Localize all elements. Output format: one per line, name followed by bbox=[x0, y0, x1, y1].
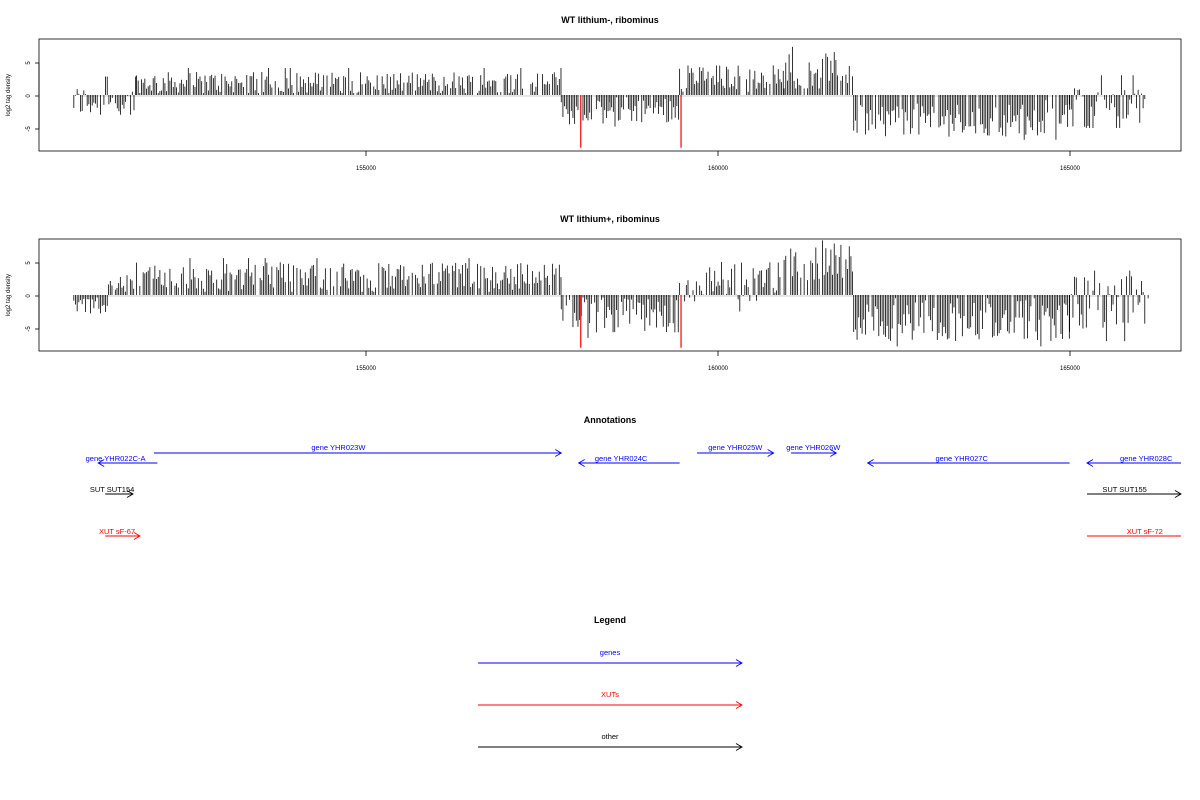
arrow-left-icon bbox=[1086, 459, 1094, 467]
legend-label-other: other bbox=[601, 732, 619, 741]
arrow-left-icon bbox=[577, 459, 585, 467]
x-tick-label: 155000 bbox=[356, 166, 377, 172]
arrow-left-icon bbox=[97, 459, 105, 467]
y-tick-label: 0 bbox=[26, 294, 32, 298]
track-panel-lithium-plus: WT lithium+, ribominus 5 0 -5 log2 tag d… bbox=[6, 214, 1182, 372]
annotation-label: gene YHR028C bbox=[1120, 454, 1173, 463]
arrow-right-icon bbox=[735, 743, 743, 751]
legend-label-xuts: XUTs bbox=[601, 690, 619, 699]
annotation-label: XUT sF-72 bbox=[1127, 527, 1163, 536]
legend-label-genes: genes bbox=[600, 648, 621, 657]
signal-bars bbox=[73, 46, 1146, 140]
annotation-items: gene YHR022C-A gene YHR023W gene YHR024C ge… bbox=[86, 443, 1182, 540]
annotation-label: gene YHR027C bbox=[935, 454, 988, 463]
y-tick-label: 5 bbox=[26, 61, 32, 65]
x-tick-label: 160000 bbox=[708, 166, 729, 172]
arrow-right-icon bbox=[555, 449, 563, 457]
arrow-right-icon bbox=[735, 701, 743, 709]
annotation-label: gene YHR025W bbox=[708, 443, 763, 452]
arrow-right-icon bbox=[830, 449, 838, 457]
track-title: WT lithium-, ribominus bbox=[561, 15, 659, 25]
y-tick-label: 5 bbox=[26, 261, 32, 265]
x-tick-label: 155000 bbox=[356, 366, 377, 372]
legend-title: Legend bbox=[594, 615, 626, 625]
y-tick-label: -5 bbox=[26, 326, 32, 332]
y-axis-label: log2 tag density bbox=[6, 74, 12, 116]
annotation-label: SUT SUT155 bbox=[1102, 485, 1146, 494]
x-tick-label: 165000 bbox=[1060, 166, 1081, 172]
track-title: WT lithium+, ribominus bbox=[560, 214, 660, 224]
legend: Legend genes XUTs other bbox=[478, 615, 743, 751]
highlight-bars bbox=[580, 95, 682, 148]
annotation-label: gene YHR026W bbox=[786, 443, 841, 452]
arrow-right-icon bbox=[767, 449, 775, 457]
y-tick-label: -5 bbox=[26, 126, 32, 132]
arrow-left-icon bbox=[866, 459, 874, 467]
annotations-title: Annotations bbox=[584, 415, 637, 425]
y-axis-label: log2 tag density bbox=[6, 274, 12, 316]
annotation-label: gene YHR022C-A bbox=[86, 454, 146, 463]
annotation-label: gene YHR024C bbox=[595, 454, 648, 463]
arrow-right-icon bbox=[735, 659, 743, 667]
track-panel-lithium-minus: WT lithium-, ribominus 5 0 -5 log2 tag d… bbox=[6, 15, 1182, 172]
annotation-label: SUT SUT154 bbox=[90, 485, 134, 494]
signal-bars bbox=[73, 240, 1149, 347]
x-tick-label: 160000 bbox=[708, 366, 729, 372]
arrow-right-icon bbox=[126, 490, 134, 498]
x-tick-label: 165000 bbox=[1060, 366, 1081, 372]
y-tick-label: 0 bbox=[26, 94, 32, 98]
annotation-label: gene YHR023W bbox=[311, 443, 366, 452]
arrow-right-icon bbox=[133, 532, 141, 540]
highlight-bars bbox=[580, 295, 682, 348]
arrow-right-icon bbox=[1174, 490, 1182, 498]
annotation-label: XUT sF-67 bbox=[99, 527, 135, 536]
